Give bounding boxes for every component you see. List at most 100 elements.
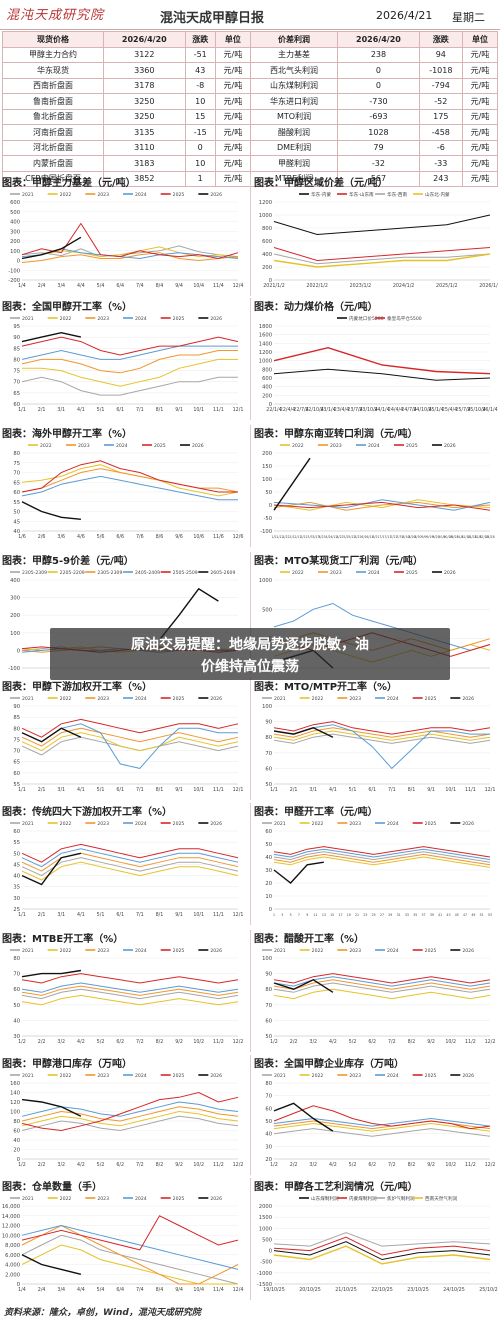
legend-label: 2021 [22,1073,34,1079]
table-header-cell: 2026/4/20 [337,31,420,48]
series-line [21,732,239,752]
y-tick-label: 80 [13,956,20,962]
y-tick-label: 90 [13,335,20,341]
legend-item: 2025 [394,443,418,449]
series-line [21,852,82,886]
legend-item: 2024 [123,1196,147,1202]
chart-title: 图表：甲醇东南亚转口利润（元/吨） [254,429,418,440]
x-tick-label: 2/4 [38,283,46,289]
x-tick-label: 8/2 [408,1162,416,1168]
legend-item: 2023 [318,443,342,449]
x-tick-label: 47 [463,913,467,917]
series-line [273,1128,491,1137]
legend-item: 2021 [10,696,34,702]
x-tick-label: 4/2 [77,1162,85,1168]
x-tick-label: 4/2 [329,1162,337,1168]
y-tick-label: 90 [265,972,272,978]
legend-label: 2026 [210,1073,222,1079]
x-tick-label: 24/10/25 [443,1287,465,1293]
x-tick-label: 1/2 [18,1162,26,1168]
legend-label: 2022 [60,192,72,198]
legend-label: 华东-山东南 [349,191,374,198]
x-tick-label: 10/2 [193,1162,204,1168]
x-tick-label: 7/11 [384,535,391,539]
table-cell: 1028 [337,124,420,141]
y-tick-label: 70 [265,751,272,757]
column-divider [250,552,251,674]
y-tick-label: 4,000 [5,1263,20,1269]
legend-item: 2022 [47,316,71,322]
x-tick-label: 45 [455,913,459,917]
y-tick-label: 40 [13,874,20,880]
x-tick-label: 27 [380,913,384,917]
x-tick-label: 21 [355,913,359,917]
legend-item: 2026 [198,821,222,827]
legend-label: 2023 [97,1196,109,1202]
y-tick-label: 95 [13,324,20,330]
x-tick-label: 7/1 [136,407,144,413]
y-tick-label: 500 [10,210,20,216]
series-line [21,376,238,396]
legend-item: 2026 [198,192,222,198]
x-tick-label: 6/2 [368,1162,376,1168]
legend-label: 2025 [425,1073,437,1079]
y-tick-label: 500 [262,1237,272,1243]
chart-title: 图表：全国甲醇企业库存（万吨） [254,1059,404,1070]
legend-item: 2023 [85,316,109,322]
table-row: 河南折盘面 3135 -15 元/吨 醋酸利润 1028 -458 元/吨 [1,124,499,141]
legend-item: 焦炉气制利润 [375,1195,415,1202]
series-line [21,345,238,360]
legend-label: 2025 [173,192,185,198]
y-tick-label: 14,000 [2,1214,20,1220]
x-tick-label: 9/1 [175,912,183,918]
news-overlay[interactable]: 原油交易提醒：地缘局势逐步脱敏，油 价维持高位震荡 [50,628,450,680]
legend-item: 西南天然气利润 [413,1195,458,1202]
legend-item: 2022 [47,821,71,827]
x-tick-label: 9/2 [427,1039,435,1045]
table-cell: 3110 [103,139,186,156]
x-tick-label: 1/1 [18,407,26,413]
legend-item: 华东-山东南 [337,191,374,198]
x-tick-label: 7/4 [136,283,144,289]
x-tick-label: 3/1 [57,912,65,918]
y-tick-label: 70 [13,972,20,978]
x-tick-label: 51 [480,913,484,917]
legend-item: 华东-西南 [375,191,407,198]
chart-panel: 图表：甲醇主力基差（元/吨） 2021 2022 2023 2024 2025 2026 60… [0,174,246,296]
legend-label: 2021 [22,696,34,702]
series-line [273,724,490,770]
y-tick-label: 6,000 [5,1253,20,1259]
legend-item: 2025 [160,1073,184,1079]
legend-label: 华东-西南 [387,191,407,198]
x-tick-label: 6/2 [116,1162,124,1168]
x-tick-label: 9/6 [175,534,183,540]
x-tick-label: 19/10/25 [263,1287,285,1293]
table-cell: 3178 [103,77,186,94]
chart-panel: 图表：醋酸开工率（%） 2021 2022 2023 2024 2025 2026 100 90… [252,930,498,1052]
table-row: CFR中国折盘面 3852 1 元/吨 MTBE利润 567 243 元/吨 [1,170,499,187]
legend-item: 2022 [47,1196,71,1202]
y-tick-label: 25 [13,907,20,913]
series-line [273,730,491,741]
x-tick-label: 2/2 [290,1162,298,1168]
chart-svg: 2022 2023 2024 2025 2026200150100500-50-1001… [260,443,494,539]
chart-panel: 图表：MTBE开工率（%） 2021 2022 2023 2024 2025 2026 80 7… [0,930,246,1052]
y-tick-label: 70 [265,1003,272,1009]
chart-panel: 图表：MTO/MTP开工率（%） 2021 2022 2023 2024 2025 2026… [252,678,498,800]
legend-label: 2025 [425,696,437,702]
x-tick-label: 7/21 [390,535,397,539]
table-cell: 10 [184,155,216,172]
series-line [158,587,219,641]
legend-item: 2021 [262,948,286,954]
x-tick-label: 9/1 [427,787,435,793]
x-tick-label: 11/1 [465,787,476,793]
y-tick-label: 100 [262,956,272,962]
report-weekday: 星期二 [452,11,485,24]
x-tick-label: 4/6 [77,534,85,540]
y-tick-label: 150 [262,464,272,470]
x-tick-label: 7/1 [136,912,144,918]
series-line [21,718,239,738]
x-tick-label: 3/2 [57,1039,65,1045]
series-line [273,861,324,884]
x-tick-label: 4/22 [336,535,343,539]
